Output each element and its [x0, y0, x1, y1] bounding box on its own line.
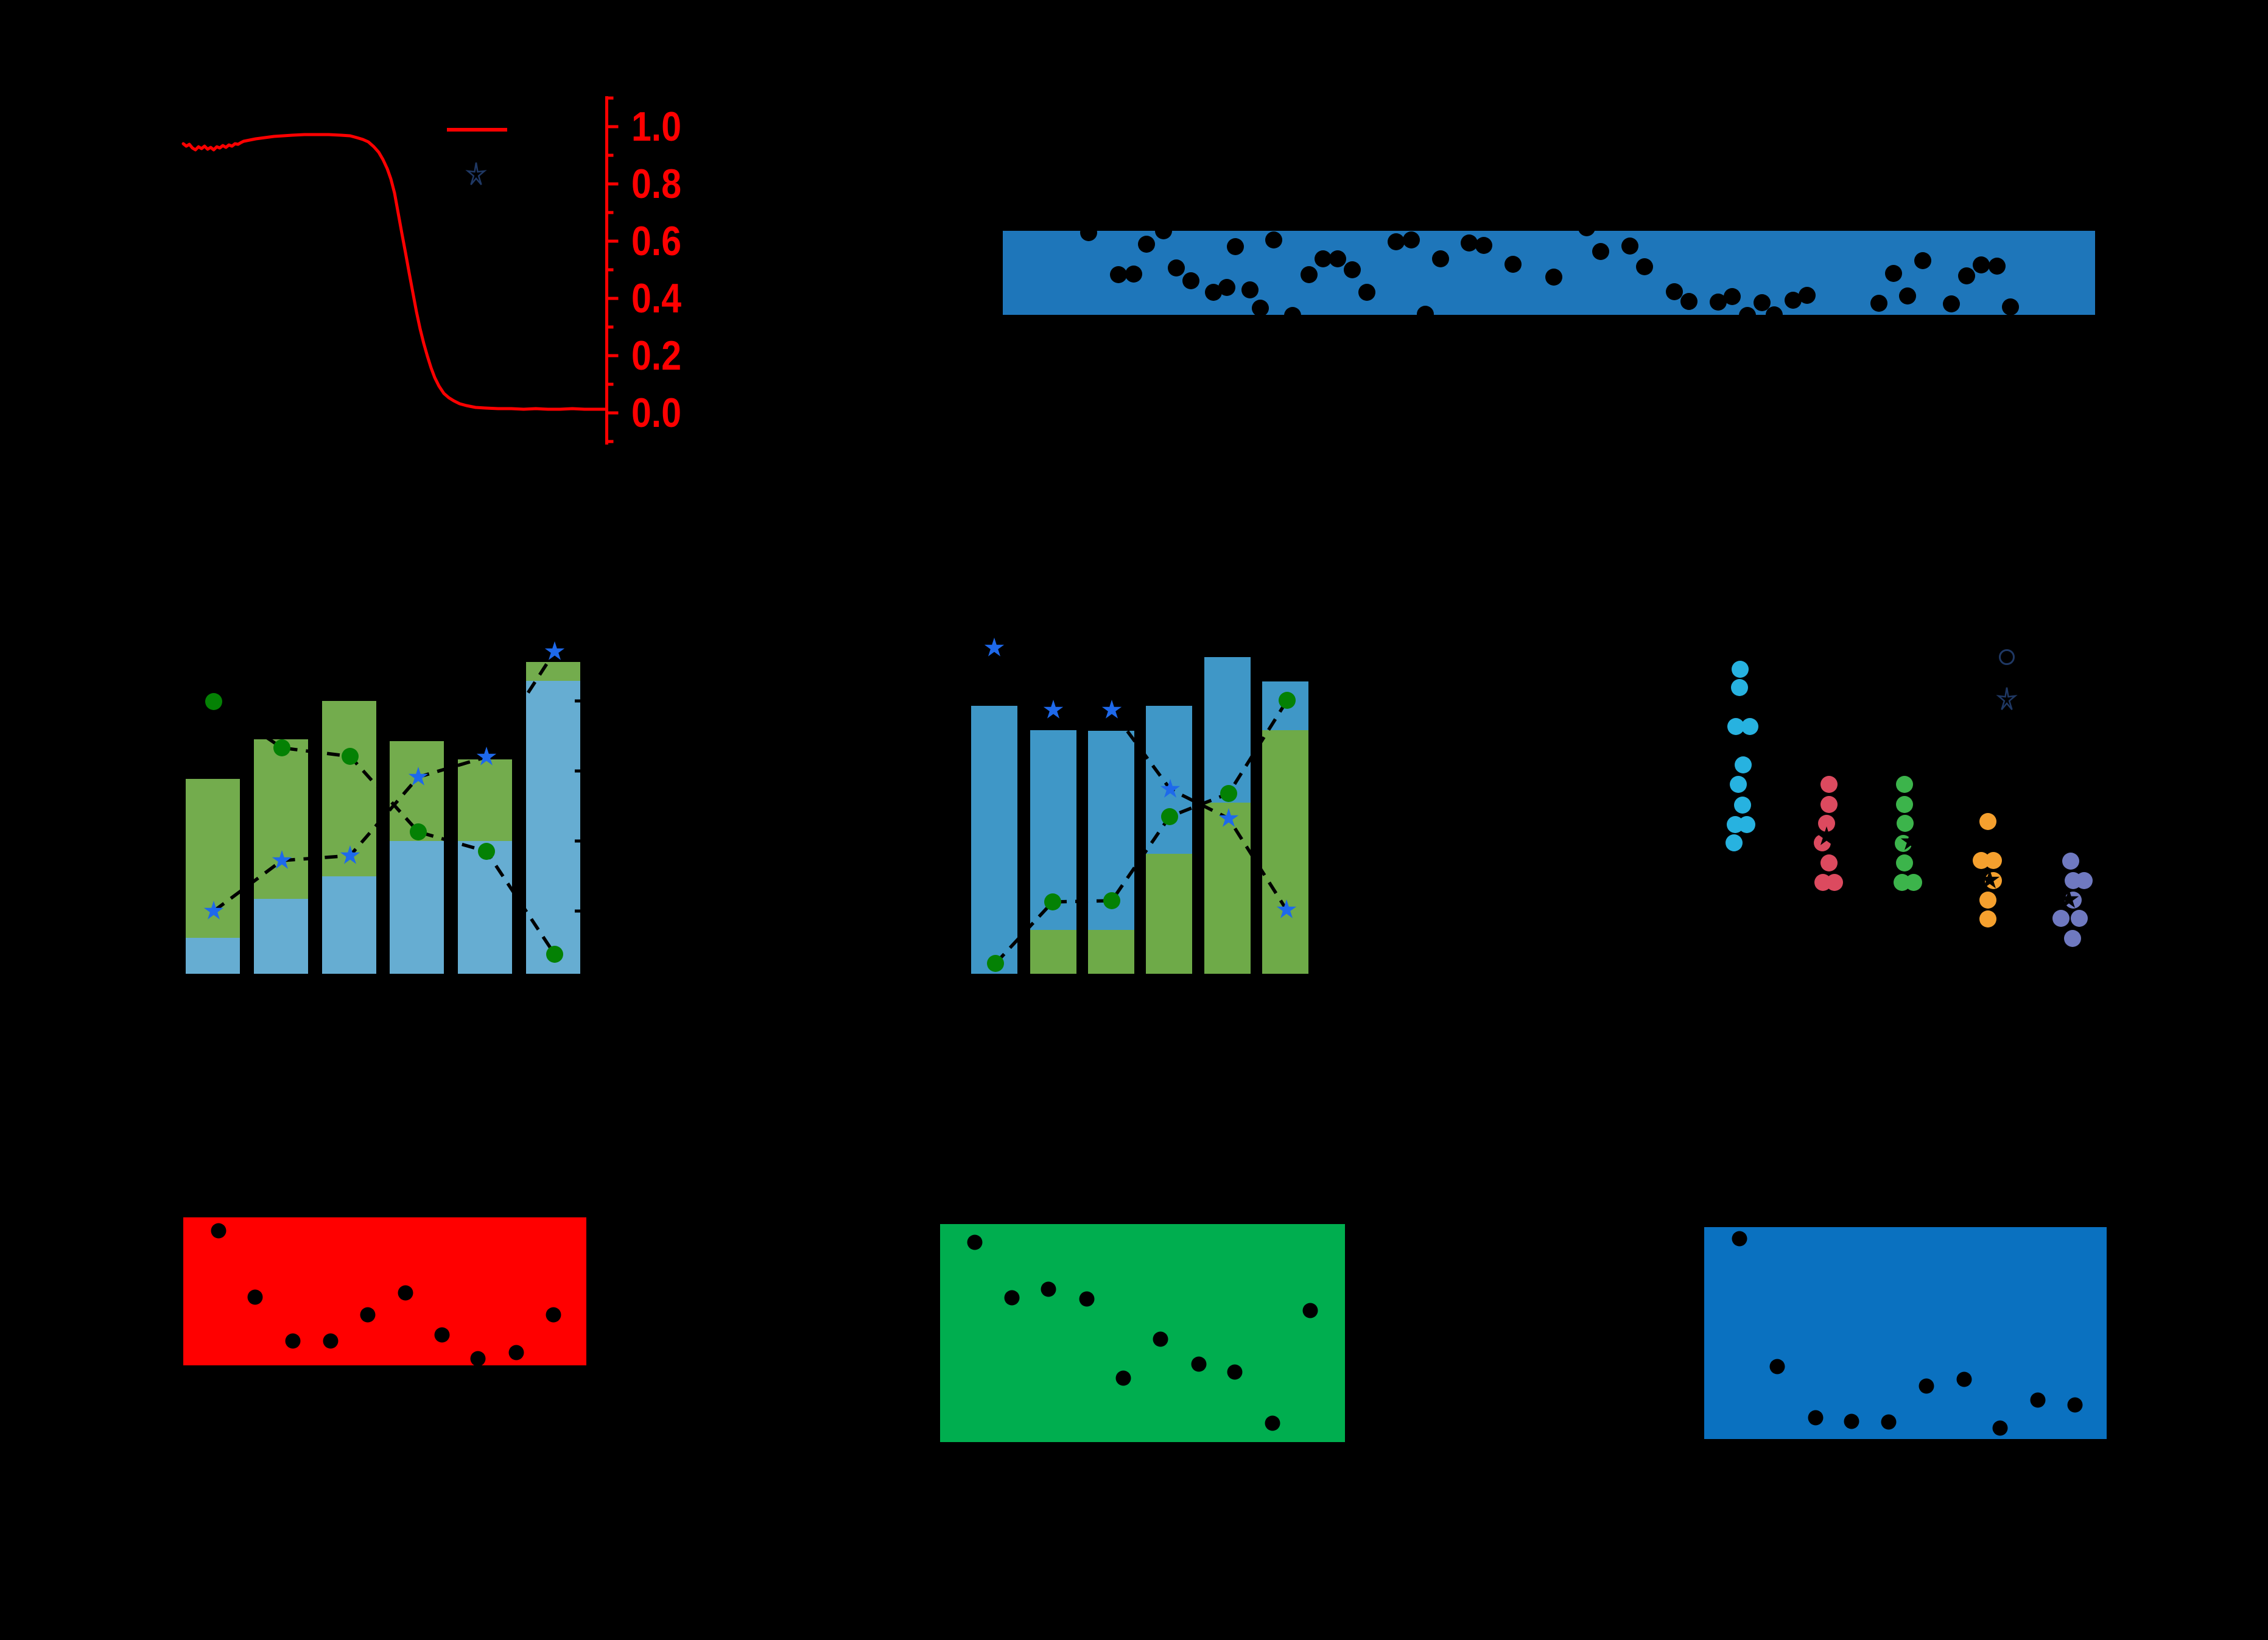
svg-text:0.4: 0.4	[631, 275, 681, 322]
svg-text:0.8: 0.8	[631, 161, 681, 207]
svg-text:0.2: 0.2	[631, 333, 681, 379]
svg-text:1.0: 1.0	[631, 104, 681, 150]
svg-text:0.0: 0.0	[631, 390, 681, 436]
svg-text:0.6: 0.6	[631, 218, 681, 264]
